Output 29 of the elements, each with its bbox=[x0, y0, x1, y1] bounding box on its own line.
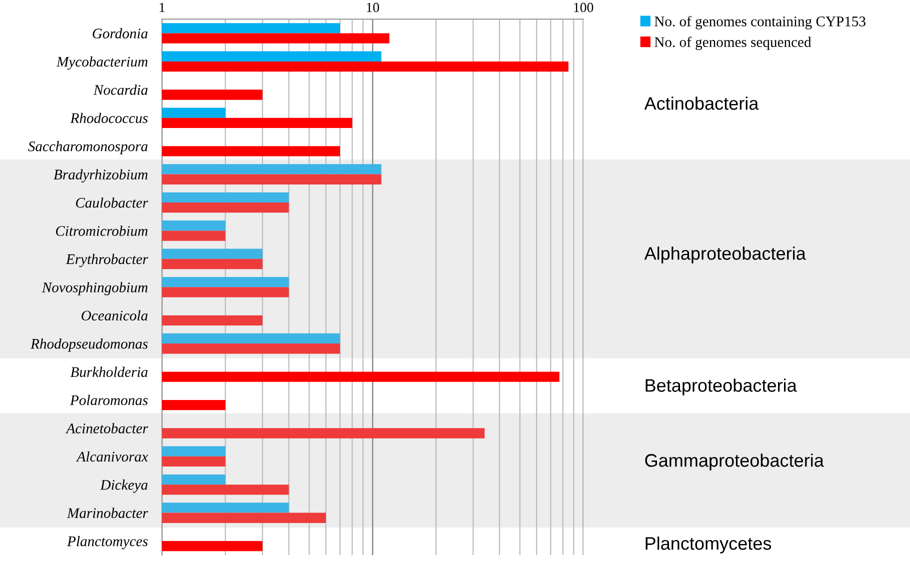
y-tick-label: Oceanicola bbox=[82, 310, 148, 321]
text: Alphaproteobacteria bbox=[644, 246, 806, 264]
legend-label: No. of genomes containing CYP153 bbox=[654, 16, 866, 30]
y-tick-label: Caulobacter bbox=[76, 197, 148, 208]
x-tick-label: 10 bbox=[366, 2, 380, 12]
y-tick-label: Novosphingobium bbox=[42, 282, 148, 296]
text: Planctomycetes bbox=[646, 536, 772, 554]
x-tick-label: 1 bbox=[160, 2, 165, 12]
y-tick-label: Citromicrobium bbox=[56, 226, 148, 236]
text: Betaproteobacteria bbox=[646, 378, 797, 396]
y-tick-label: Saccharomonospora bbox=[28, 141, 148, 154]
y-tick-label: Burkholderia bbox=[70, 366, 148, 377]
text: Actinobacteria bbox=[644, 96, 759, 110]
y-tick-label: Acinetobacter bbox=[65, 423, 148, 434]
y-tick-label: Mycobacterium bbox=[56, 56, 148, 70]
y-tick-label: Bradyrhizobium bbox=[54, 169, 148, 182]
y-tick-label: Planctomyces bbox=[67, 536, 148, 550]
x-tick-label: 100 bbox=[574, 2, 594, 12]
y-tick-label: Rhodococcus bbox=[70, 112, 148, 124]
y-tick-label: Marinobacter bbox=[66, 508, 148, 518]
y-tick-label: Alcanivorax bbox=[76, 451, 148, 462]
y-tick-label: Polaromonas bbox=[70, 394, 148, 406]
y-tick-label: Nocardia bbox=[93, 84, 148, 95]
y-tick-label: Rhodopseudomonas bbox=[30, 338, 148, 352]
y-tick-label: Dickeya bbox=[100, 480, 148, 493]
legend-label: No. of genomes sequenced bbox=[654, 36, 812, 50]
y-tick-label: Gordonia bbox=[92, 28, 148, 38]
text: Gammaproteobacteria bbox=[645, 454, 824, 470]
y-tick-label: Erythrobacter bbox=[66, 254, 148, 268]
